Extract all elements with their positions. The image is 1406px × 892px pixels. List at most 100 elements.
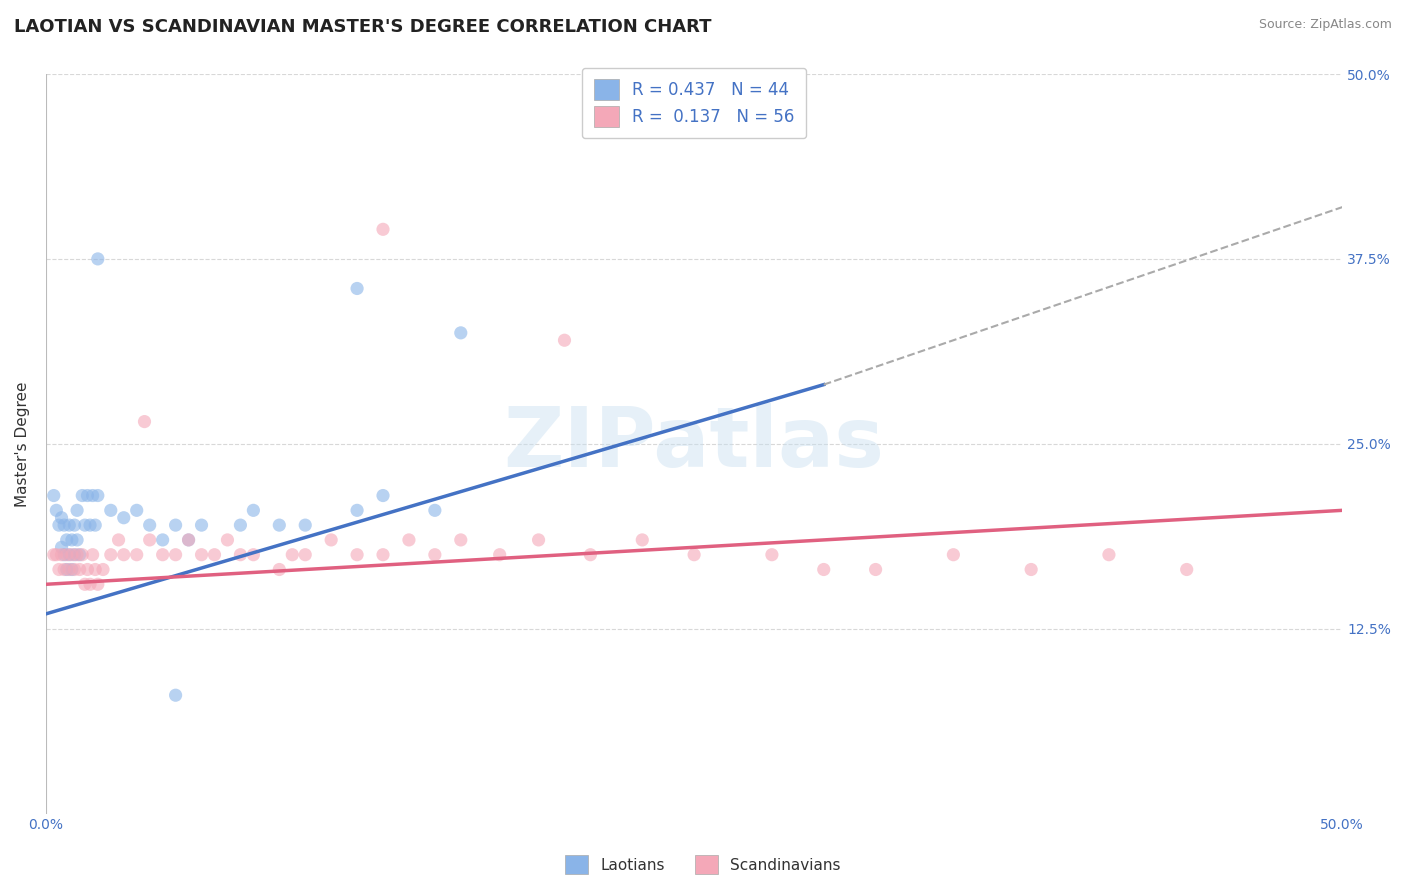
Point [177, 533, 200, 547]
Point [48, 562, 70, 576]
Point [87, 489, 110, 503]
Point [91, 562, 114, 576]
Point [1098, 548, 1121, 562]
Y-axis label: Master's Degree: Master's Degree [15, 381, 30, 507]
Point [66, 548, 89, 562]
Point [1019, 562, 1042, 576]
Point [125, 548, 148, 562]
Point [82, 489, 104, 503]
Point [269, 518, 291, 533]
Point [82, 548, 104, 562]
Point [53, 548, 76, 562]
Point [229, 518, 252, 533]
Point [488, 548, 510, 562]
Text: Source: ZipAtlas.com: Source: ZipAtlas.com [1258, 18, 1392, 31]
Point [138, 518, 160, 533]
Point [69, 548, 91, 562]
Point [42, 548, 65, 562]
Point [87, 577, 110, 591]
Point [229, 548, 252, 562]
Point [371, 222, 394, 236]
Point [190, 548, 212, 562]
Point [55, 548, 77, 562]
Point [346, 503, 368, 517]
Point [371, 548, 394, 562]
Point [165, 518, 187, 533]
Point [51, 541, 73, 555]
Point [865, 562, 887, 576]
Point [58, 518, 80, 533]
Point [125, 503, 148, 517]
Point [63, 548, 86, 562]
Point [294, 518, 316, 533]
Point [579, 548, 602, 562]
Point [527, 533, 550, 547]
Point [553, 333, 575, 347]
Point [371, 489, 394, 503]
Point [242, 548, 264, 562]
Point [51, 510, 73, 524]
Point [55, 533, 77, 547]
Point [87, 252, 110, 266]
Point [48, 518, 70, 533]
Point [204, 548, 226, 562]
Point [73, 518, 96, 533]
Point [51, 548, 73, 562]
Point [423, 548, 446, 562]
Point [72, 548, 94, 562]
Point [112, 548, 135, 562]
Point [217, 533, 239, 547]
Point [76, 562, 98, 576]
Point [942, 548, 965, 562]
Legend: R = 0.437   N = 44, R =  0.137   N = 56: R = 0.437 N = 44, R = 0.137 N = 56 [582, 68, 806, 138]
Point [152, 548, 174, 562]
Point [60, 562, 83, 576]
Point [683, 548, 706, 562]
Point [58, 548, 80, 562]
Text: ZIPatlas: ZIPatlas [503, 403, 884, 484]
Point [60, 548, 83, 562]
Point [42, 489, 65, 503]
Point [53, 562, 76, 576]
Point [84, 562, 107, 576]
Point [66, 533, 89, 547]
Point [100, 503, 122, 517]
Point [281, 548, 304, 562]
Point [58, 562, 80, 576]
Point [63, 562, 86, 576]
Point [63, 518, 86, 533]
Point [190, 518, 212, 533]
Point [761, 548, 783, 562]
Point [152, 533, 174, 547]
Point [631, 533, 654, 547]
Point [134, 415, 156, 429]
Point [73, 577, 96, 591]
Point [1175, 562, 1198, 576]
Legend: Laotians, Scandinavians: Laotians, Scandinavians [560, 849, 846, 880]
Point [76, 489, 98, 503]
Point [269, 562, 291, 576]
Point [138, 533, 160, 547]
Point [45, 548, 67, 562]
Point [450, 533, 472, 547]
Point [165, 688, 187, 702]
Point [177, 533, 200, 547]
Point [60, 533, 83, 547]
Point [346, 281, 368, 295]
Point [346, 548, 368, 562]
Point [79, 577, 101, 591]
Point [79, 518, 101, 533]
Point [66, 503, 89, 517]
Point [45, 503, 67, 517]
Point [813, 562, 835, 576]
Point [100, 548, 122, 562]
Point [294, 548, 316, 562]
Point [55, 562, 77, 576]
Point [107, 533, 129, 547]
Point [450, 326, 472, 340]
Point [53, 518, 76, 533]
Point [398, 533, 420, 547]
Point [84, 518, 107, 533]
Point [165, 548, 187, 562]
Point [69, 562, 91, 576]
